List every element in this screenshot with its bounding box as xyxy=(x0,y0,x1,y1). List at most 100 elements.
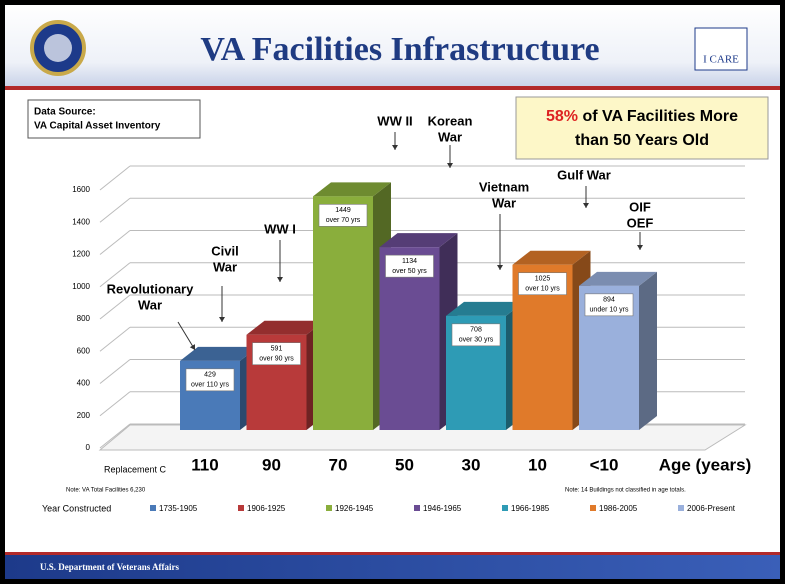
y-tick-label: 1200 xyxy=(72,250,90,259)
note: Note: 14 Buildings not classified in age… xyxy=(565,488,686,494)
value-label-box xyxy=(584,293,634,317)
bar-top xyxy=(313,182,391,197)
header-rule xyxy=(5,86,780,90)
legend-label: 1735-1905 xyxy=(159,504,198,513)
annotation: War xyxy=(138,297,162,312)
bar-note: over 70 yrs xyxy=(326,217,361,224)
bar-note: over 10 yrs xyxy=(525,286,560,293)
bar-note: over 50 yrs xyxy=(392,268,427,275)
arrow-head xyxy=(392,145,398,150)
bar-top xyxy=(579,271,657,286)
value-label-box xyxy=(252,342,301,366)
annotation: WW II xyxy=(377,113,412,128)
age-label: 70 xyxy=(329,455,348,474)
legend-swatch xyxy=(326,505,332,511)
y-tick-label: 0 xyxy=(86,443,91,452)
annotation: OIF xyxy=(629,199,651,214)
legend-label: 1986-2005 xyxy=(599,504,638,513)
source-text: VA Capital Asset Inventory xyxy=(34,121,161,132)
annotation-arrow xyxy=(177,321,196,351)
bar-top xyxy=(246,320,325,335)
logo-text: I CARE xyxy=(703,54,739,66)
legend-label: 1926-1945 xyxy=(335,504,374,513)
legend-label: 1966-1985 xyxy=(511,504,550,513)
value-label: 429 xyxy=(204,372,216,379)
note: Note: VA Total Facilities 6,230 xyxy=(66,488,146,494)
value-label: 1449 xyxy=(335,207,351,214)
y-tick-label: 1600 xyxy=(72,185,90,194)
grid-line xyxy=(99,197,131,223)
grid-line xyxy=(99,294,131,320)
annotation: Revolutionary xyxy=(107,281,194,296)
y-tick-label: 400 xyxy=(77,379,91,388)
callout-box xyxy=(515,96,769,160)
value-label: 1134 xyxy=(402,258,417,265)
legend-swatch xyxy=(590,505,596,511)
source-text: Data Source: xyxy=(34,107,96,118)
annotation: Gulf War xyxy=(557,167,611,182)
callout-text: than 50 Years Old xyxy=(575,132,709,149)
age-axis-label: Age (years) xyxy=(659,455,752,474)
age-label: 30 xyxy=(462,455,481,474)
logo-box xyxy=(694,27,748,71)
age-label: 110 xyxy=(191,455,218,474)
arrow-head xyxy=(219,317,225,322)
value-label: 1025 xyxy=(535,276,551,283)
arrow-head xyxy=(447,163,453,168)
footer-rule xyxy=(5,552,780,555)
legend-swatch xyxy=(678,505,684,511)
bar-top xyxy=(512,250,591,265)
bar-side xyxy=(639,271,657,430)
value-label-box xyxy=(318,204,368,227)
grid-line xyxy=(99,359,131,384)
annotation: Vietnam xyxy=(479,179,529,194)
age-label: 50 xyxy=(395,455,414,474)
bar-top xyxy=(446,301,524,316)
annotation: War xyxy=(492,195,516,210)
grid-line xyxy=(99,423,131,449)
callout-line: 58% of VA Facilities More xyxy=(546,108,738,125)
seal-center xyxy=(44,34,72,62)
arrow-head xyxy=(277,277,283,282)
y-tick-label: 1400 xyxy=(72,217,90,226)
annotation: Civil xyxy=(211,243,238,258)
bar xyxy=(379,247,440,430)
value-label: 708 xyxy=(470,327,482,334)
legend-label: 1906-1925 xyxy=(247,504,286,513)
arrow-head xyxy=(583,203,589,208)
footer-text: U.S. Department of Veterans Affairs xyxy=(40,562,179,572)
age-label: 90 xyxy=(262,455,281,474)
bar-note: under 10 yrs xyxy=(590,307,629,314)
callout-highlight: 58% xyxy=(546,108,578,125)
value-label-box xyxy=(185,368,235,392)
annotation: Korean xyxy=(428,113,473,128)
grid-line xyxy=(99,262,131,288)
header-band xyxy=(5,5,780,87)
annotation: War xyxy=(438,129,462,144)
bar xyxy=(313,196,373,430)
bar-note: over 30 yrs xyxy=(459,337,494,344)
y-tick-label: 200 xyxy=(77,411,91,420)
value-label-box xyxy=(518,272,567,296)
legend-swatch xyxy=(150,505,156,511)
legend-label: 1946-1965 xyxy=(423,504,462,513)
legend-swatch xyxy=(414,505,420,511)
bar-top xyxy=(180,346,258,361)
grid-line xyxy=(99,326,131,352)
legend-swatch xyxy=(502,505,508,511)
annotation: OEF xyxy=(627,215,654,230)
footer-band xyxy=(5,555,780,579)
bar-note: over 110 yrs xyxy=(191,382,229,389)
legend-label: 2006-Present xyxy=(687,504,736,513)
annotation: War xyxy=(213,259,237,274)
legend-title: Year Constructed xyxy=(42,503,111,513)
age-label: 10 xyxy=(528,455,547,474)
grid-line xyxy=(99,230,131,255)
arrow-head xyxy=(189,344,195,350)
arrow-head xyxy=(637,245,643,250)
value-label: 894 xyxy=(603,297,615,304)
grid-line xyxy=(99,391,131,417)
arrow-head xyxy=(497,265,503,270)
bar-top xyxy=(379,233,458,248)
